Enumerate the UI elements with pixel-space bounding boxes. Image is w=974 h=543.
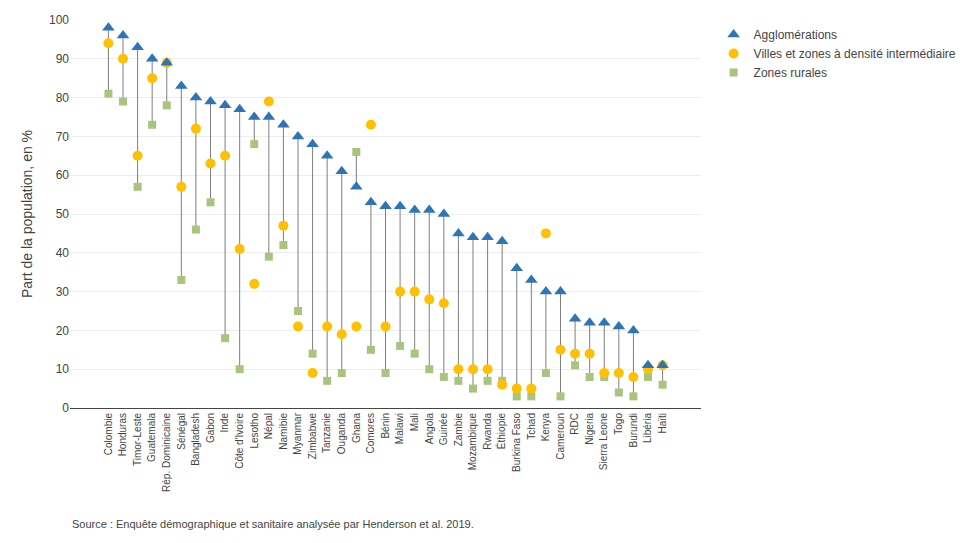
svg-text:Mali: Mali <box>409 413 420 431</box>
svg-text:Sierra Leone: Sierra Leone <box>598 413 609 471</box>
svg-text:Honduras: Honduras <box>117 413 128 456</box>
svg-text:20: 20 <box>56 324 70 338</box>
svg-text:30: 30 <box>56 285 70 299</box>
svg-text:Népal: Népal <box>263 413 274 439</box>
svg-text:80: 80 <box>56 91 70 105</box>
svg-text:Colombie: Colombie <box>103 413 114 456</box>
svg-text:Lesotho: Lesotho <box>249 413 260 449</box>
svg-text:Comores: Comores <box>365 413 376 454</box>
svg-text:Libéria: Libéria <box>642 413 653 443</box>
svg-text:Source : Enquête démographique: Source : Enquête démographique et sanita… <box>72 518 474 530</box>
svg-text:Bangladesh: Bangladesh <box>190 413 201 466</box>
svg-text:Ghana: Ghana <box>351 413 362 443</box>
svg-text:Sénégal: Sénégal <box>176 413 187 450</box>
svg-text:60: 60 <box>56 168 70 182</box>
svg-text:Tchad: Tchad <box>526 413 537 440</box>
svg-text:Burkina Faso: Burkina Faso <box>511 413 522 472</box>
svg-text:100: 100 <box>49 13 69 27</box>
svg-text:Zones rurales: Zones rurales <box>754 66 827 80</box>
svg-text:Villes et zones à densité inte: Villes et zones à densité intermédiaire <box>754 47 956 61</box>
svg-text:Zambie: Zambie <box>453 413 464 447</box>
svg-text:Guatemala: Guatemala <box>146 413 157 462</box>
svg-text:Namibie: Namibie <box>278 413 289 450</box>
svg-text:Inde: Inde <box>219 413 230 433</box>
svg-text:70: 70 <box>56 130 70 144</box>
svg-text:Haïti: Haïti <box>657 413 668 434</box>
svg-text:Myanmar: Myanmar <box>292 412 303 454</box>
svg-text:Kenya: Kenya <box>540 413 551 442</box>
svg-text:Bénin: Bénin <box>380 413 391 439</box>
svg-text:Ouganda: Ouganda <box>336 413 347 455</box>
svg-text:Éthiopie: Éthiopie <box>495 413 507 450</box>
svg-text:Rép. Dominicaine: Rép. Dominicaine <box>161 413 172 492</box>
svg-text:Gabon: Gabon <box>205 413 216 443</box>
svg-text:Malawi: Malawi <box>394 413 405 444</box>
svg-text:10: 10 <box>56 362 70 376</box>
svg-text:Angola: Angola <box>424 413 435 445</box>
svg-text:50: 50 <box>56 207 70 221</box>
svg-text:Togo: Togo <box>613 413 624 435</box>
svg-text:Rwanda: Rwanda <box>482 413 493 450</box>
svg-text:Timor-Leste: Timor-Leste <box>132 413 143 466</box>
svg-text:Cameroun: Cameroun <box>555 413 566 460</box>
svg-text:Nigeria: Nigeria <box>584 413 595 445</box>
svg-text:Burundi: Burundi <box>628 413 639 447</box>
svg-text:RDC: RDC <box>569 413 580 435</box>
svg-text:Zimbabwe: Zimbabwe <box>307 413 318 460</box>
svg-text:Guinée: Guinée <box>438 413 449 446</box>
svg-text:Côte d'Ivoire: Côte d'Ivoire <box>234 413 245 469</box>
svg-text:Part de la population, en %: Part de la population, en % <box>19 130 35 298</box>
svg-text:90: 90 <box>56 52 70 66</box>
svg-text:40: 40 <box>56 246 70 260</box>
svg-text:0: 0 <box>62 401 69 415</box>
svg-text:Mozambique: Mozambique <box>467 413 478 471</box>
svg-text:Tanzanie: Tanzanie <box>321 413 332 453</box>
svg-text:Agglomérations: Agglomérations <box>754 28 837 42</box>
